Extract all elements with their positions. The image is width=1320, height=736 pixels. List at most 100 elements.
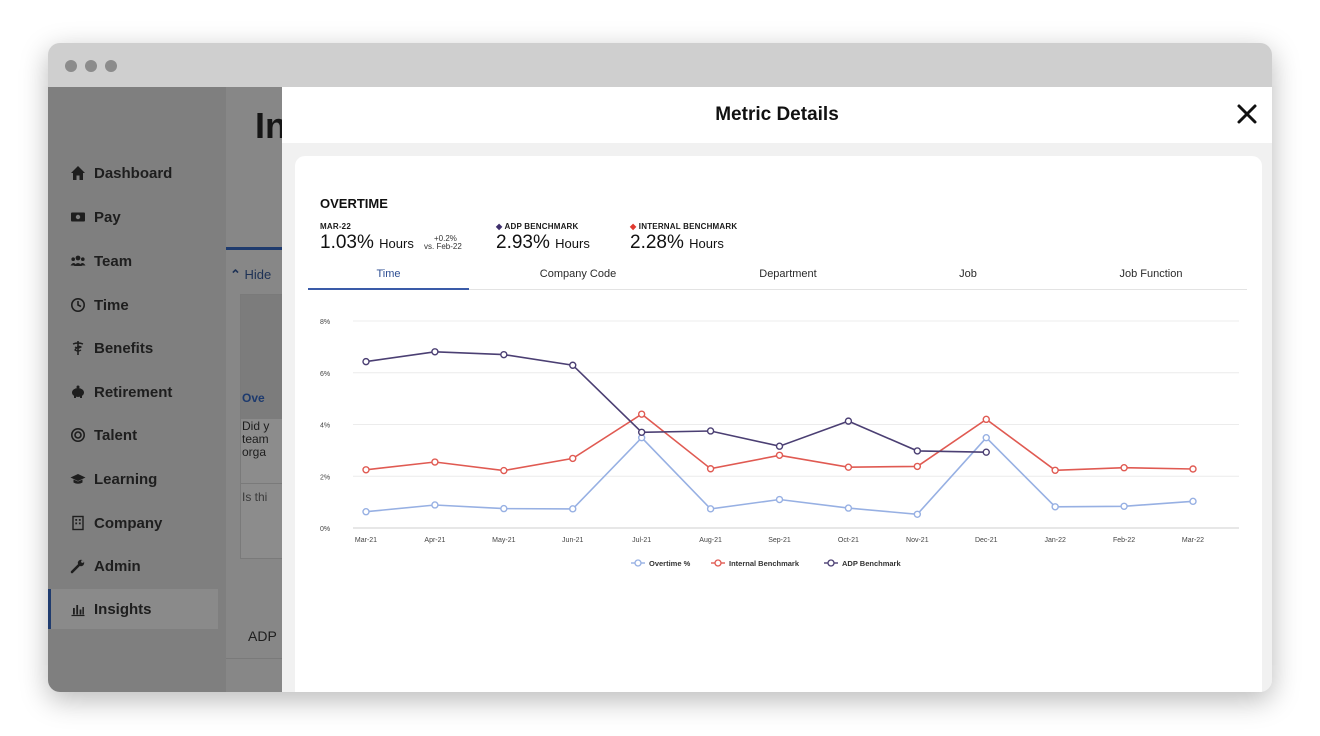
data-point xyxy=(637,428,646,436)
tab-time[interactable]: Time xyxy=(308,268,469,290)
building-icon xyxy=(72,515,84,531)
y-tick-label: 8% xyxy=(320,319,330,326)
data-point xyxy=(569,454,577,463)
y-tick-label: 0% xyxy=(320,526,330,533)
browser-window: Dashboard Pay Team Time Benefits Retirem… xyxy=(48,43,1272,692)
data-point xyxy=(431,348,439,356)
card-image xyxy=(241,295,282,419)
internal-benchmark-value: 2.28% Hours xyxy=(630,232,724,254)
modal-header: Metric Details xyxy=(282,87,1272,143)
section-divider xyxy=(226,247,282,250)
x-tick-label: Mar-22 xyxy=(1182,537,1204,544)
metric-card: OVERTIME MAR-22 1.03% Hours +0.2% vs. Fe… xyxy=(295,156,1262,692)
graduation-cap-icon xyxy=(70,474,86,484)
window-minimize-dot[interactable] xyxy=(85,60,97,72)
data-point xyxy=(569,361,577,369)
section-label: ADP xyxy=(248,628,277,644)
internal-benchmark-unit: Hours xyxy=(689,236,724,251)
x-tick-label: Feb-22 xyxy=(1113,537,1135,544)
metric-title: OVERTIME xyxy=(320,196,388,211)
data-point xyxy=(500,466,508,475)
internal-benchmark-label-text: INTERNAL BENCHMARK xyxy=(638,222,738,231)
page-title: In xyxy=(255,105,282,146)
data-point xyxy=(913,510,922,518)
sidebar-item-company[interactable]: Company xyxy=(48,503,218,543)
insight-card xyxy=(240,294,282,559)
data-point xyxy=(844,417,853,425)
sidebar-item-talent[interactable]: Talent xyxy=(48,415,218,455)
close-button[interactable] xyxy=(1235,102,1259,126)
window-maximize-dot[interactable] xyxy=(105,60,117,72)
card-question: Is thi xyxy=(242,490,268,504)
data-point xyxy=(982,415,990,424)
tab-job-function[interactable]: Job Function xyxy=(1119,268,1183,280)
data-point xyxy=(844,504,853,512)
data-point xyxy=(775,451,784,459)
x-tick-label: Jun-21 xyxy=(562,537,584,544)
y-tick-label: 6% xyxy=(320,371,330,378)
sidebar-item-label: Insights xyxy=(94,600,152,618)
tab-department[interactable]: Department xyxy=(759,268,817,280)
data-point xyxy=(362,357,370,366)
adp-benchmark-value: 2.93% Hours xyxy=(496,232,590,254)
x-tick-label: Dec-21 xyxy=(975,537,998,544)
data-point xyxy=(569,505,577,513)
sidebar: Dashboard Pay Team Time Benefits Retirem… xyxy=(48,87,226,692)
team-icon xyxy=(70,255,86,266)
x-tick-label: Sep-21 xyxy=(768,537,791,544)
chevron-up-icon: ⌃ xyxy=(230,267,241,282)
clock-icon xyxy=(71,298,85,312)
hide-toggle[interactable]: ⌃ Hide xyxy=(230,267,271,283)
sidebar-item-time[interactable]: Time xyxy=(48,285,218,325)
internal-benchmark-label: ◆ INTERNAL BENCHMARK xyxy=(630,222,737,231)
tab-job[interactable]: Job xyxy=(959,268,977,280)
sidebar-item-label: Benefits xyxy=(94,339,154,357)
period-label: MAR-22 xyxy=(320,222,351,231)
sidebar-item-dashboard[interactable]: Dashboard xyxy=(48,153,218,193)
sidebar-item-admin[interactable]: Admin xyxy=(48,546,218,586)
legend-label: Overtime % xyxy=(649,559,691,568)
metric-delta: +0.2% vs. Feb-22 xyxy=(424,235,462,251)
sidebar-item-team[interactable]: Team xyxy=(48,241,218,281)
card-divider xyxy=(240,483,282,484)
close-icon xyxy=(1237,104,1257,124)
dimension-tabs: Time Company Code Department Job Job Fun… xyxy=(308,268,1247,290)
modal-title: Metric Details xyxy=(715,104,839,125)
sidebar-item-label: Time xyxy=(94,296,129,314)
x-tick-label: Mar-21 xyxy=(355,537,377,544)
legend-marker xyxy=(714,559,722,567)
sidebar-item-label: Pay xyxy=(94,208,121,226)
sidebar-item-label: Talent xyxy=(94,426,138,444)
data-point xyxy=(706,505,715,513)
legend-label: Internal Benchmark xyxy=(729,559,800,568)
data-point xyxy=(362,466,370,474)
section-divider xyxy=(226,658,282,659)
sidebar-item-benefits[interactable]: Benefits xyxy=(48,328,218,368)
card-text: Did y team orga xyxy=(242,419,270,459)
data-point xyxy=(706,427,715,435)
metric-value: 1.03% Hours xyxy=(320,232,414,254)
data-point xyxy=(1189,497,1197,506)
tab-company-code[interactable]: Company Code xyxy=(539,268,617,280)
data-point xyxy=(913,447,922,455)
sidebar-item-insights[interactable]: Insights xyxy=(48,589,218,629)
window-close-dot[interactable] xyxy=(65,60,77,72)
adp-benchmark-unit: Hours xyxy=(555,236,590,251)
data-point xyxy=(775,442,784,450)
metric-unit: Hours xyxy=(379,236,414,251)
x-tick-label: May-21 xyxy=(492,537,515,544)
data-point xyxy=(1051,503,1059,511)
sidebar-item-pay[interactable]: Pay xyxy=(48,197,218,237)
sidebar-item-retirement[interactable]: Retirement xyxy=(48,372,218,412)
y-tick-label: 2% xyxy=(320,474,330,481)
bar-chart-icon xyxy=(71,605,85,617)
data-point xyxy=(431,458,439,466)
sidebar-item-label: Company xyxy=(94,514,163,532)
data-point xyxy=(844,463,853,471)
delta-value: +0.2% xyxy=(434,234,457,243)
sidebar-item-learning[interactable]: Learning xyxy=(48,459,218,499)
data-point xyxy=(500,504,508,513)
adp-benchmark-number: 2.93% xyxy=(496,232,550,253)
data-point xyxy=(775,495,784,504)
x-tick-label: Oct-21 xyxy=(838,537,859,544)
